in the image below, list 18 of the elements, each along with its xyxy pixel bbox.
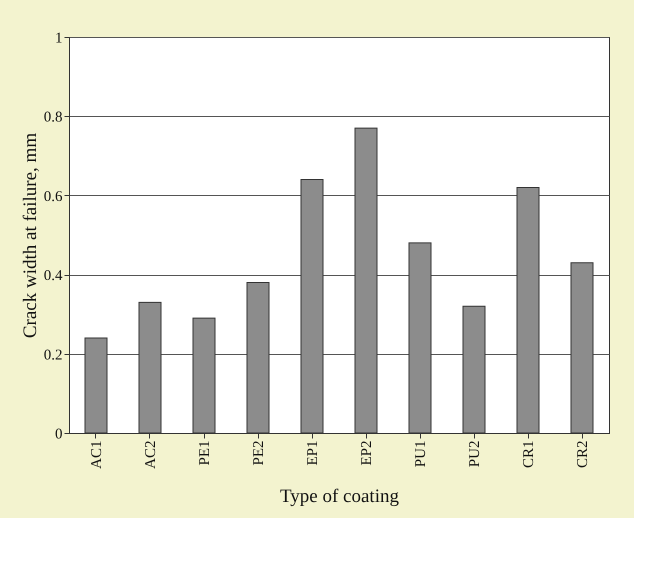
y-tick-label: 0.2 [44,347,62,364]
x-tick-label: AC2 [143,440,159,469]
x-tick-label: PU1 [413,440,429,468]
x-tick-label: CR1 [521,440,537,468]
y-tick-label: 0.6 [44,188,63,205]
y-tick-label: 1 [55,30,62,46]
x-tick-label: AC1 [89,440,105,469]
y-tick-label: 0 [55,426,62,442]
y-axis-title: Crack width at failure, mm [20,132,41,338]
y-tick-label: 0.8 [44,110,62,126]
x-axis-title: Type of coating [280,486,400,507]
x-tick-label: PE1 [197,440,213,466]
x-tick-label: PE2 [251,440,267,466]
x-tick-label: CR2 [575,440,591,468]
x-tick-label: EP1 [305,440,321,466]
x-tick-label: PU2 [467,440,483,468]
x-tick-label: EP2 [359,440,375,466]
y-tick-label: 0.4 [44,268,63,284]
